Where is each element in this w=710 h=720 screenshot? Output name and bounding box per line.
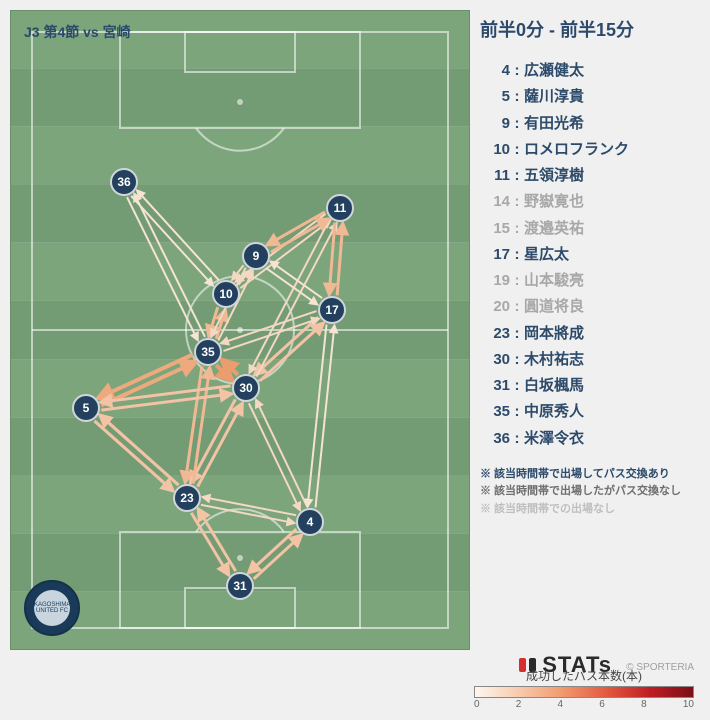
roster-item: 11:五領淳樹 (480, 163, 700, 189)
match-title: J3 第4節 vs 宮崎 (24, 22, 131, 42)
roster-item: 20:圓道将良 (480, 294, 700, 320)
bottom-bar: STATs © SPORTERIA 成功したパス本数(本) 0246810 (10, 654, 700, 710)
roster-item: 5:薩川淳貴 (480, 84, 700, 110)
roster-item: 17:星広太 (480, 242, 700, 268)
roster-item: 35:中原秀人 (480, 399, 700, 425)
colorbar-label: 成功したパス本数(本) (474, 667, 694, 684)
roster-item: 15:渡邉英祐 (480, 216, 700, 242)
team-logo-text: KAGOSHIMA UNITED FC (34, 590, 70, 626)
colorbar-ticks: 0246810 (474, 699, 694, 710)
colorbar: 成功したパス本数(本) 0246810 (474, 667, 694, 710)
roster-item: 4:広瀬健太 (480, 58, 700, 84)
svg-text:10: 10 (219, 287, 233, 301)
time-range: 前半0分 - 前半15分 (480, 10, 700, 42)
svg-text:30: 30 (239, 381, 253, 395)
roster-item: 19:山本駿亮 (480, 268, 700, 294)
svg-text:23: 23 (180, 491, 194, 505)
svg-text:5: 5 (83, 401, 90, 415)
roster-item: 30:木村祐志 (480, 347, 700, 373)
colorbar-gradient (474, 686, 694, 698)
field-area: J3 第4節 vs 宮崎 31 4 23 5 30 35 17 10 9 11 36 KAGOSHI… (10, 10, 470, 650)
legend-notes: ※ 該当時間帯で出場してパス交換あり ※ 該当時間帯で出場したがパス交換なし ※… (480, 466, 700, 519)
svg-text:36: 36 (117, 175, 131, 189)
svg-text:4: 4 (307, 515, 314, 529)
roster-item: 14:野嶽寛也 (480, 189, 700, 215)
team-logo: KAGOSHIMA UNITED FC (24, 580, 80, 636)
svg-text:17: 17 (325, 303, 339, 317)
roster-list: 4:広瀬健太5:薩川淳貴9:有田光希10:ロメロフランク11:五領淳樹14:野嶽… (480, 58, 700, 452)
legend-note-inactive: ※ 該当時間帯で出場したがパス交換なし (480, 483, 700, 501)
pitch-svg: 31 4 23 5 30 35 17 10 9 11 36 (10, 10, 470, 650)
sidebar: 前半0分 - 前半15分 4:広瀬健太5:薩川淳貴9:有田光希10:ロメロフラン… (480, 10, 700, 650)
legend-note-active: ※ 該当時間帯で出場してパス交換あり (480, 466, 700, 484)
svg-text:9: 9 (253, 249, 260, 263)
roster-item: 36:米澤令衣 (480, 426, 700, 452)
svg-text:11: 11 (334, 201, 347, 215)
roster-item: 9:有田光希 (480, 111, 700, 137)
roster-item: 10:ロメロフランク (480, 137, 700, 163)
legend-note-absent: ※ 該当時間帯での出場なし (480, 501, 700, 519)
roster-item: 31:白坂楓馬 (480, 373, 700, 399)
svg-text:31: 31 (233, 579, 247, 593)
roster-item: 23:岡本將成 (480, 321, 700, 347)
svg-text:35: 35 (201, 345, 215, 359)
